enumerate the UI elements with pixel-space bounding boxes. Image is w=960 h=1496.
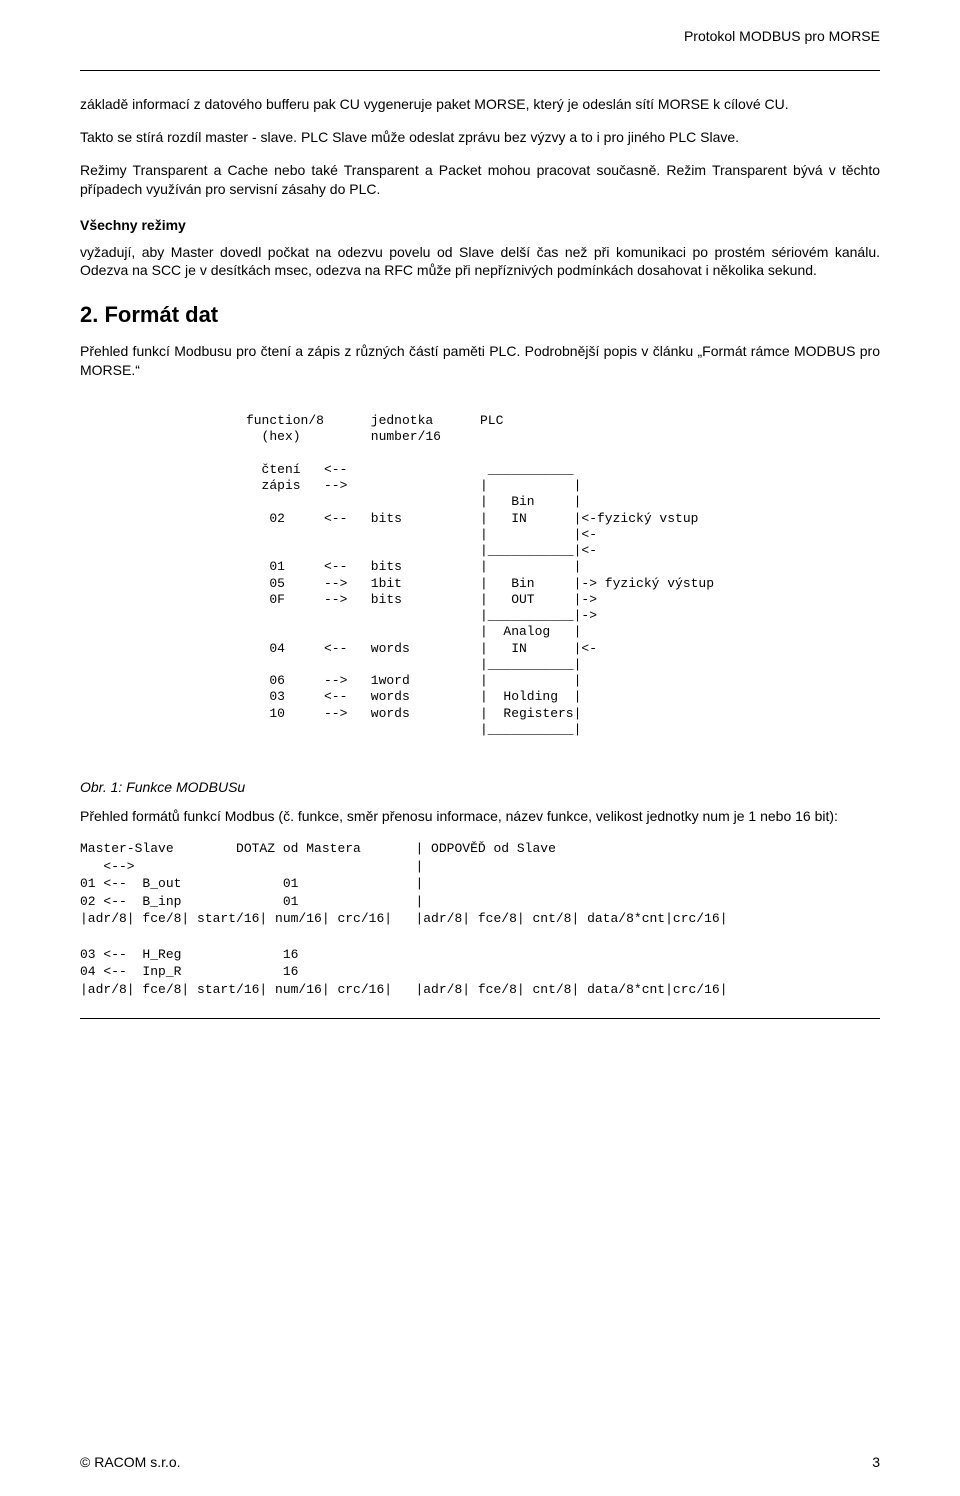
page-footer: © RACOM s.r.o. 3 [80, 1454, 880, 1470]
paragraph-5: Přehled funkcí Modbusu pro čtení a zápis… [80, 342, 880, 380]
section-2-title: 2. Formát dat [80, 302, 880, 328]
subheading-all-modes: Všechny režimy [80, 217, 880, 233]
paragraph-2: Takto se stírá rozdíl master - slave. PL… [80, 128, 880, 147]
paragraph-6: Přehled formátů funkcí Modbus (č. funkce… [80, 807, 880, 826]
figure-1-ascii: function/8 jednotka PLC (hex) number/16 … [246, 413, 714, 738]
paragraph-4: vyžadují, aby Master dovedl počkat na od… [80, 243, 880, 281]
figure-1-caption: Obr. 1: Funkce MODBUSu [80, 779, 880, 795]
paragraph-1: základě informací z datového bufferu pak… [80, 95, 880, 114]
footer-page-number: 3 [872, 1454, 880, 1470]
paragraph-3: Režimy Transparent a Cache nebo také Tra… [80, 161, 880, 199]
page: Protokol MODBUS pro MORSE základě inform… [0, 0, 960, 1496]
header-rule [80, 70, 880, 71]
footer-rule [80, 1018, 880, 1019]
format-block-2: 03 <-- H_Reg 16 04 <-- Inp_R 16 |adr/8| … [80, 946, 880, 999]
format-block-1: Master-Slave DOTAZ od Mastera | ODPOVĚĎ … [80, 840, 880, 928]
footer-left: © RACOM s.r.o. [80, 1454, 181, 1470]
page-header-title: Protokol MODBUS pro MORSE [684, 28, 880, 44]
figure-1-wrap: function/8 jednotka PLC (hex) number/16 … [80, 400, 880, 751]
